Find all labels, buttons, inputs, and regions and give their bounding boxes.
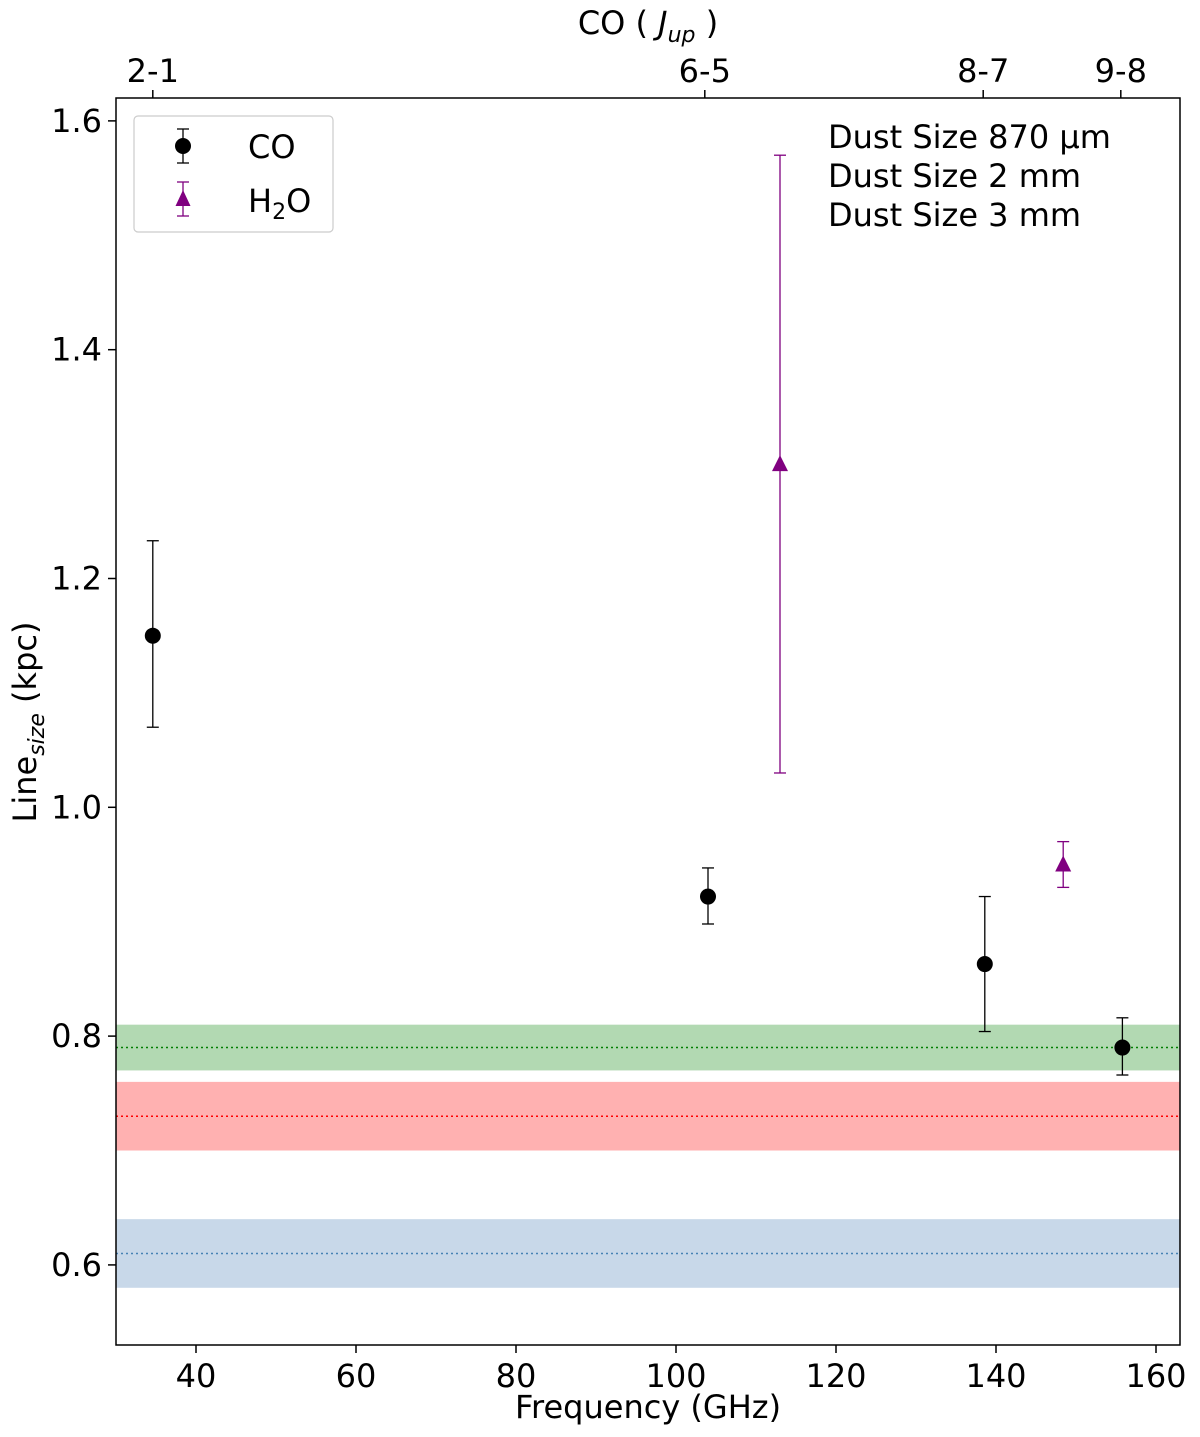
x-tick-label: 160	[1125, 1357, 1186, 1395]
legend-label-h2o: H2O	[248, 182, 311, 225]
legend-marker-h2o	[175, 181, 191, 217]
co-point	[1114, 1039, 1131, 1056]
top-tick-label: 9-8	[1095, 52, 1147, 90]
legend: CO H2O	[133, 115, 334, 233]
y-tick-label: 0.6	[51, 1246, 102, 1284]
h2o-point	[772, 455, 788, 472]
dust-bands	[116, 1024, 1180, 1288]
x-tick-label: 40	[176, 1357, 217, 1395]
top-tick-label: 6-5	[679, 52, 731, 90]
x-tick-label: 80	[496, 1357, 537, 1395]
plot-frame	[115, 97, 1181, 1346]
axis-ticks: 40 60 80 100 120 140 160 0.6 0.8 1.0 1.2 1.4 1.6 2-1 6…	[51, 52, 1186, 1395]
data-points	[144, 154, 1131, 1076]
x-axis-label: Frequency (GHz)	[515, 1388, 781, 1426]
y-tick-label: 1.0	[51, 788, 102, 826]
dust-label-2mm: Dust Size 2 mm	[828, 157, 1081, 195]
x-tick-label: 100	[645, 1357, 706, 1395]
y-tick-label: 1.6	[51, 102, 102, 140]
co-point	[700, 888, 716, 905]
top-axis-label: CO ( Jup )	[578, 4, 718, 48]
legend-marker-co	[175, 128, 191, 164]
y-tick-label: 0.8	[51, 1017, 102, 1055]
h2o-point	[1055, 855, 1072, 872]
co-point	[976, 956, 993, 973]
y-tick-label: 1.4	[51, 331, 102, 369]
legend-label-co: CO	[248, 128, 296, 166]
top-tick-label: 8-7	[957, 52, 1009, 90]
y-axis-label: Linesize (kpc)	[6, 622, 50, 823]
x-tick-label: 140	[965, 1357, 1026, 1395]
y-tick-label: 1.2	[51, 559, 102, 597]
x-tick-label: 60	[336, 1357, 377, 1395]
co-point	[144, 627, 161, 644]
dust-label-870um: Dust Size 870 μm	[828, 118, 1111, 156]
x-tick-label: 120	[805, 1357, 866, 1395]
top-tick-label: 2-1	[127, 52, 179, 90]
dust-label-3mm: Dust Size 3 mm	[828, 196, 1081, 234]
